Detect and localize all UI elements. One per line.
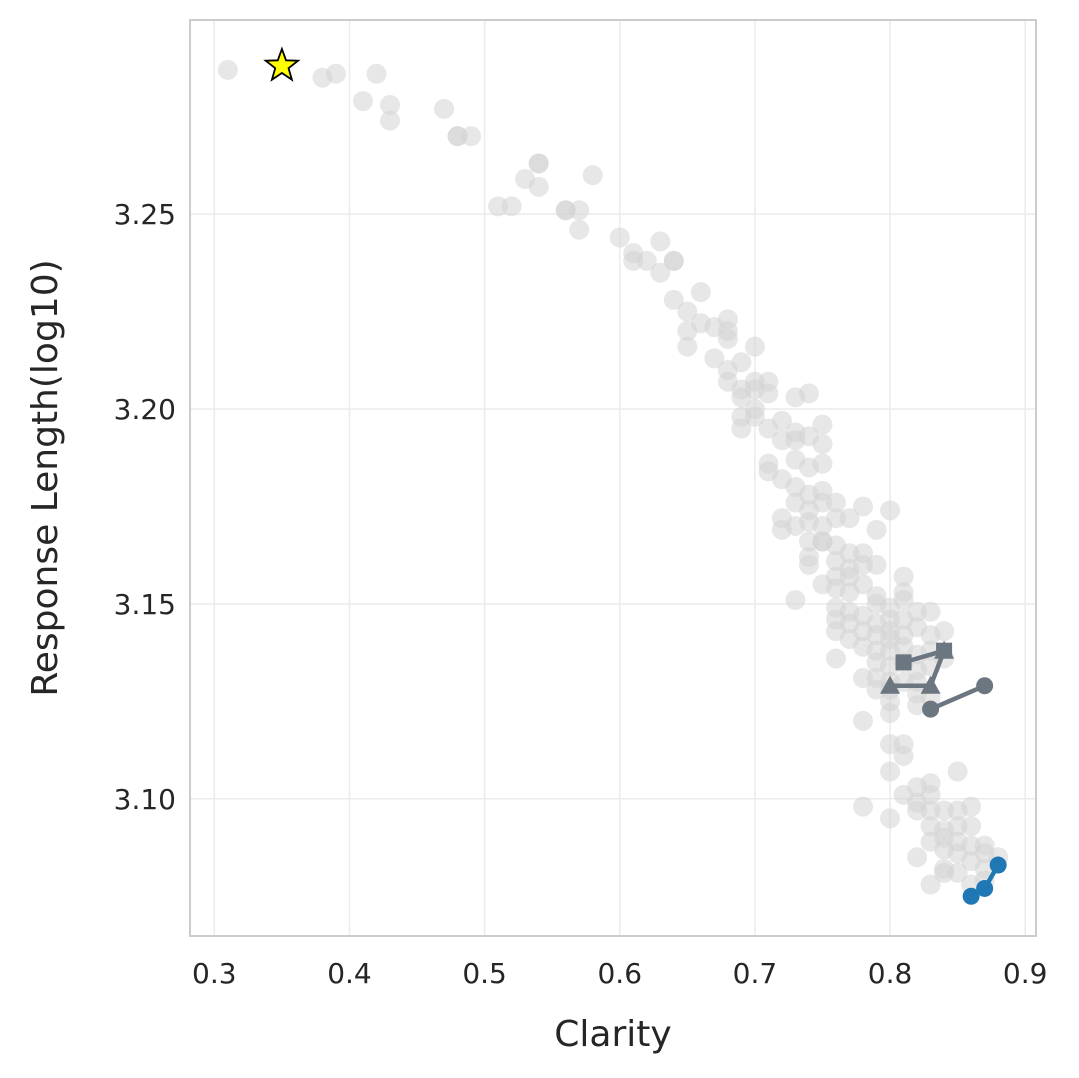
grid-lines	[190, 20, 1036, 936]
background-point-112	[893, 590, 914, 611]
series-layer	[880, 640, 1007, 905]
background-point-172	[853, 796, 874, 817]
series-1-point-0	[880, 675, 901, 694]
background-point-21	[569, 219, 590, 240]
background-point-193	[947, 862, 968, 883]
background-point-6	[380, 110, 401, 131]
background-point-17	[501, 196, 522, 217]
y-tick-label-2: 3.20	[114, 393, 176, 426]
background-point-31	[677, 301, 698, 322]
background-point-85	[839, 508, 860, 529]
background-point-110	[893, 566, 914, 587]
background-point-10	[461, 126, 482, 147]
star-layer	[263, 46, 301, 82]
x-tick-label-0: 0.3	[192, 957, 237, 990]
background-point-7	[434, 98, 455, 119]
plot-frame	[189, 19, 1037, 937]
background-point-34	[690, 282, 711, 303]
x-tick-label-5: 0.8	[868, 957, 913, 990]
series-1-point-1	[920, 675, 941, 694]
background-point-56	[771, 410, 792, 431]
background-point-171	[880, 808, 901, 829]
background-point-160	[893, 745, 914, 766]
background-point-26	[650, 231, 671, 252]
background-point-2	[325, 63, 346, 84]
background-point-0	[217, 59, 238, 80]
background-point-173	[907, 800, 928, 821]
y-tick-label-3: 3.25	[114, 198, 176, 231]
background-point-12	[528, 153, 549, 174]
background-point-88	[880, 500, 901, 521]
background-point-86	[853, 496, 874, 517]
background-point-87	[866, 519, 887, 540]
series-3-point-0	[962, 887, 980, 905]
x-tick-label-6: 0.9	[1003, 957, 1048, 990]
background-point-167	[920, 784, 941, 805]
background-point-158	[853, 710, 874, 731]
y-tick-label-1: 3.15	[114, 588, 176, 621]
y-tick-label-0: 3.10	[114, 783, 176, 816]
background-points	[217, 59, 1009, 895]
background-point-5	[380, 94, 401, 115]
background-point-161	[880, 734, 901, 755]
background-point-128	[920, 601, 941, 622]
background-point-40	[704, 348, 725, 369]
background-point-4	[352, 91, 373, 112]
background-point-98	[866, 554, 887, 575]
background-point-52	[731, 418, 752, 439]
background-point-50	[758, 383, 779, 404]
x-tick-label-3: 0.6	[597, 957, 642, 990]
background-point-180	[961, 816, 982, 837]
background-point-14	[528, 176, 549, 197]
x-axis-label: Clarity	[554, 1014, 671, 1055]
y-axis-label: Response Length(log10)	[25, 259, 66, 696]
series-1-point-2	[934, 640, 955, 659]
series-2-point-0	[922, 700, 940, 718]
background-point-20	[569, 200, 590, 221]
background-point-130	[934, 621, 955, 642]
y-tick-labels: 3.10 3.15 3.20 3.25	[114, 198, 176, 816]
background-point-63	[812, 414, 833, 435]
background-point-77	[825, 492, 846, 513]
background-point-145	[825, 648, 846, 669]
series-0-point-0	[895, 654, 912, 671]
background-point-99	[798, 554, 819, 575]
background-point-64	[812, 434, 833, 455]
series-2-point-1	[976, 677, 994, 695]
background-point-3	[366, 63, 387, 84]
background-point-54	[744, 406, 765, 427]
x-tick-labels: 0.3 0.4 0.5 0.6 0.7 0.8 0.9	[192, 957, 1047, 990]
background-point-170	[947, 761, 968, 782]
star-point	[263, 46, 301, 82]
background-point-27	[650, 262, 671, 283]
background-point-190	[920, 874, 941, 895]
series-3-point-2	[989, 856, 1007, 874]
background-point-39	[717, 328, 738, 349]
background-point-162	[880, 761, 901, 782]
background-point-83	[812, 515, 833, 536]
background-point-58	[798, 383, 819, 404]
series-3-point-1	[976, 879, 994, 897]
background-point-25	[636, 250, 657, 271]
background-point-29	[663, 250, 684, 271]
background-point-33	[677, 336, 698, 357]
background-point-43	[744, 336, 765, 357]
background-point-155	[880, 703, 901, 724]
background-point-71	[812, 453, 833, 474]
background-point-113	[785, 590, 806, 611]
background-point-42	[731, 352, 752, 373]
background-point-179	[961, 796, 982, 817]
background-point-22	[609, 227, 630, 248]
series-line-2	[929, 683, 986, 712]
x-tick-label-2: 0.5	[462, 957, 507, 990]
background-point-189	[907, 847, 928, 868]
x-tick-label-1: 0.4	[327, 957, 372, 990]
background-point-105	[853, 574, 874, 595]
background-point-153	[853, 667, 874, 688]
background-point-30	[663, 289, 684, 310]
background-point-15	[582, 165, 603, 186]
x-tick-label-4: 0.7	[733, 957, 778, 990]
